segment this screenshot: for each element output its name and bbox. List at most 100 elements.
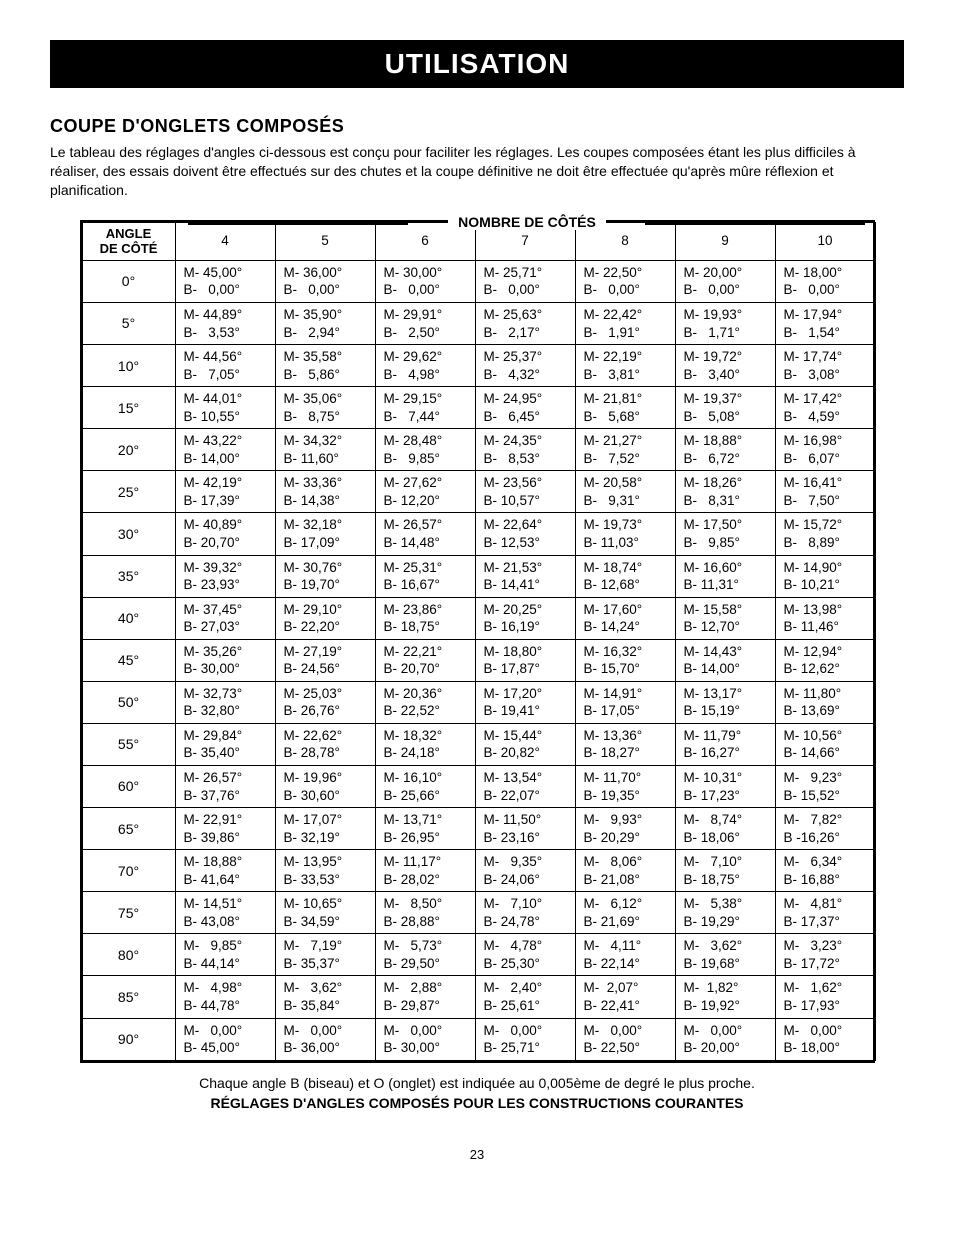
data-cell: M- 13,71° B- 26,95° [375, 808, 475, 850]
data-cell: M- 5,73° B- 29,50° [375, 934, 475, 976]
data-cell: M- 25,71° B- 0,00° [475, 260, 575, 302]
data-cell: M- 29,91° B- 2,50° [375, 302, 475, 344]
data-cell: M- 14,90° B- 10,21° [775, 555, 875, 597]
data-cell: M- 16,32° B- 15,70° [575, 639, 675, 681]
section-title: COUPE D'ONGLETS COMPOSÉS [50, 116, 904, 137]
data-cell: M- 32,18° B- 17,09° [275, 513, 375, 555]
data-cell: M- 25,31° B- 16,67° [375, 555, 475, 597]
angle-cell: 85° [82, 976, 175, 1018]
data-cell: M- 25,63° B- 2,17° [475, 302, 575, 344]
data-cell: M- 19,93° B- 1,71° [675, 302, 775, 344]
data-cell: M- 26,57° B- 37,76° [175, 765, 275, 807]
angle-cell: 80° [82, 934, 175, 976]
data-cell: M- 35,58° B- 5,86° [275, 345, 375, 387]
data-cell: M- 2,40° B- 25,61° [475, 976, 575, 1018]
data-cell: M- 17,20° B- 19,41° [475, 681, 575, 723]
data-cell: M- 15,58° B- 12,70° [675, 597, 775, 639]
data-cell: M- 18,80° B- 17,87° [475, 639, 575, 681]
angle-cell: 75° [82, 892, 175, 934]
data-cell: M- 8,74° B- 18,06° [675, 808, 775, 850]
data-cell: M- 13,36° B- 18,27° [575, 723, 675, 765]
data-cell: M- 42,19° B- 17,39° [175, 471, 275, 513]
data-cell: M- 13,95° B- 33,53° [275, 850, 375, 892]
table-row: 85°M- 4,98° B- 44,78°M- 3,62° B- 35,84° M… [82, 976, 875, 1018]
data-cell: M- 29,84° B- 35,40° [175, 723, 275, 765]
table-row: 40°M- 37,45° B- 27,03°M- 29,10° B- 22,20… [82, 597, 875, 639]
data-cell: M- 14,91° B- 17,05° [575, 681, 675, 723]
data-cell: M- 11,80° B- 13,69° [775, 681, 875, 723]
data-cell: M- 29,62° B- 4,98° [375, 345, 475, 387]
data-cell: M- 6,12° B- 21,69° [575, 892, 675, 934]
data-cell: M- 19,72° B- 3,40° [675, 345, 775, 387]
data-cell: M- 35,06° B- 8,75° [275, 387, 375, 429]
data-cell: M- 15,72° B- 8,89° [775, 513, 875, 555]
data-cell: M- 22,64° B- 12,53° [475, 513, 575, 555]
data-cell: M- 11,79° B- 16,27° [675, 723, 775, 765]
data-cell: M- 0,00° B- 45,00° [175, 1018, 275, 1060]
data-cell: M- 27,62° B- 12,20° [375, 471, 475, 513]
data-cell: M- 16,41° B- 7,50° [775, 471, 875, 513]
data-cell: M- 29,10° B- 22,20° [275, 597, 375, 639]
data-cell: M- 4,98° B- 44,78° [175, 976, 275, 1018]
data-cell: M- 4,81° B- 17,37° [775, 892, 875, 934]
table-super-header-wrap: NOMBRE DE CÔTÉS [80, 214, 875, 230]
angle-cell: 35° [82, 555, 175, 597]
data-cell: M- 20,58° B- 9,31° [575, 471, 675, 513]
data-cell: M- 23,56° B- 10,57° [475, 471, 575, 513]
data-cell: M- 10,65° B- 34,59° [275, 892, 375, 934]
data-cell: M- 34,32° B- 11,60° [275, 429, 375, 471]
data-cell: M- 25,03° B- 26,76° [275, 681, 375, 723]
table-row: 5°M- 44,89° B- 3,53°M- 35,90° B- 2,94°M-… [82, 302, 875, 344]
data-cell: M- 21,27° B- 7,52° [575, 429, 675, 471]
data-cell: M- 13,17° B- 15,19° [675, 681, 775, 723]
data-cell: M- 9,93° B- 20,29° [575, 808, 675, 850]
angle-cell: 40° [82, 597, 175, 639]
data-cell: M- 16,98° B- 6,07° [775, 429, 875, 471]
data-cell: M- 35,26° B- 30,00° [175, 639, 275, 681]
data-cell: M- 45,00° B- 0,00° [175, 260, 275, 302]
data-cell: M- 22,62° B- 28,78° [275, 723, 375, 765]
data-cell: M- 28,48° B- 9,85° [375, 429, 475, 471]
data-cell: M- 19,73° B- 11,03° [575, 513, 675, 555]
data-cell: M- 1,62° B- 17,93° [775, 976, 875, 1018]
angle-cell: 5° [82, 302, 175, 344]
data-cell: M- 7,19° B- 35,37° [275, 934, 375, 976]
angle-cell: 15° [82, 387, 175, 429]
angle-table: ANGLEDE CÔTÉ 4 5 6 7 8 9 10 0°M- 45,00° … [82, 222, 876, 1061]
data-cell: M- 33,36° B- 14,38° [275, 471, 375, 513]
data-cell: M- 13,54° B- 22,07° [475, 765, 575, 807]
table-super-header: NOMBRE DE CÔTÉS [80, 214, 875, 230]
data-cell: M- 23,86° B- 18,75° [375, 597, 475, 639]
data-cell: M- 15,44° B- 20,82° [475, 723, 575, 765]
angle-table-wrap: ANGLEDE CÔTÉ 4 5 6 7 8 9 10 0°M- 45,00° … [80, 220, 875, 1063]
data-cell: M- 2,07° B- 22,41° [575, 976, 675, 1018]
table-caption-bold: RÉGLAGES D'ANGLES COMPOSÉS POUR LES CONS… [50, 1095, 904, 1111]
angle-cell: 60° [82, 765, 175, 807]
data-cell: M- 29,15° B- 7,44° [375, 387, 475, 429]
data-cell: M- 27,19° B- 24,56° [275, 639, 375, 681]
data-cell: M- 20,25° B- 16,19° [475, 597, 575, 639]
data-cell: M- 17,94° B- 1,54° [775, 302, 875, 344]
data-cell: M- 8,50° B- 28,88° [375, 892, 475, 934]
data-cell: M- 9,35° B- 24,06° [475, 850, 575, 892]
data-cell: M- 1,82° B- 19,92° [675, 976, 775, 1018]
table-caption: Chaque angle B (biseau) et O (onglet) es… [50, 1075, 904, 1091]
data-cell: M- 16,10° B- 25,66° [375, 765, 475, 807]
data-cell: M- 44,56° B- 7,05° [175, 345, 275, 387]
table-row: 60°M- 26,57° B- 37,76°M- 19,96° B- 30,60… [82, 765, 875, 807]
data-cell: M- 24,95° B- 6,45° [475, 387, 575, 429]
data-cell: M- 18,32° B- 24,18° [375, 723, 475, 765]
table-row: 25°M- 42,19° B- 17,39°M- 33,36° B- 14,38… [82, 471, 875, 513]
angle-cell: 55° [82, 723, 175, 765]
data-cell: M- 18,88° B- 41,64° [175, 850, 275, 892]
data-cell: M- 18,88° B- 6,72° [675, 429, 775, 471]
data-cell: M- 8,06° B- 21,08° [575, 850, 675, 892]
data-cell: M- 22,50° B- 0,00° [575, 260, 675, 302]
data-cell: M- 30,76° B- 19,70° [275, 555, 375, 597]
data-cell: M- 17,07° B- 32,19° [275, 808, 375, 850]
data-cell: M- 0,00° B- 18,00° [775, 1018, 875, 1060]
data-cell: M- 32,73° B- 32,80° [175, 681, 275, 723]
data-cell: M- 19,37° B- 5,08° [675, 387, 775, 429]
data-cell: M- 3,62° B- 35,84° [275, 976, 375, 1018]
data-cell: M- 21,81° B- 5,68° [575, 387, 675, 429]
